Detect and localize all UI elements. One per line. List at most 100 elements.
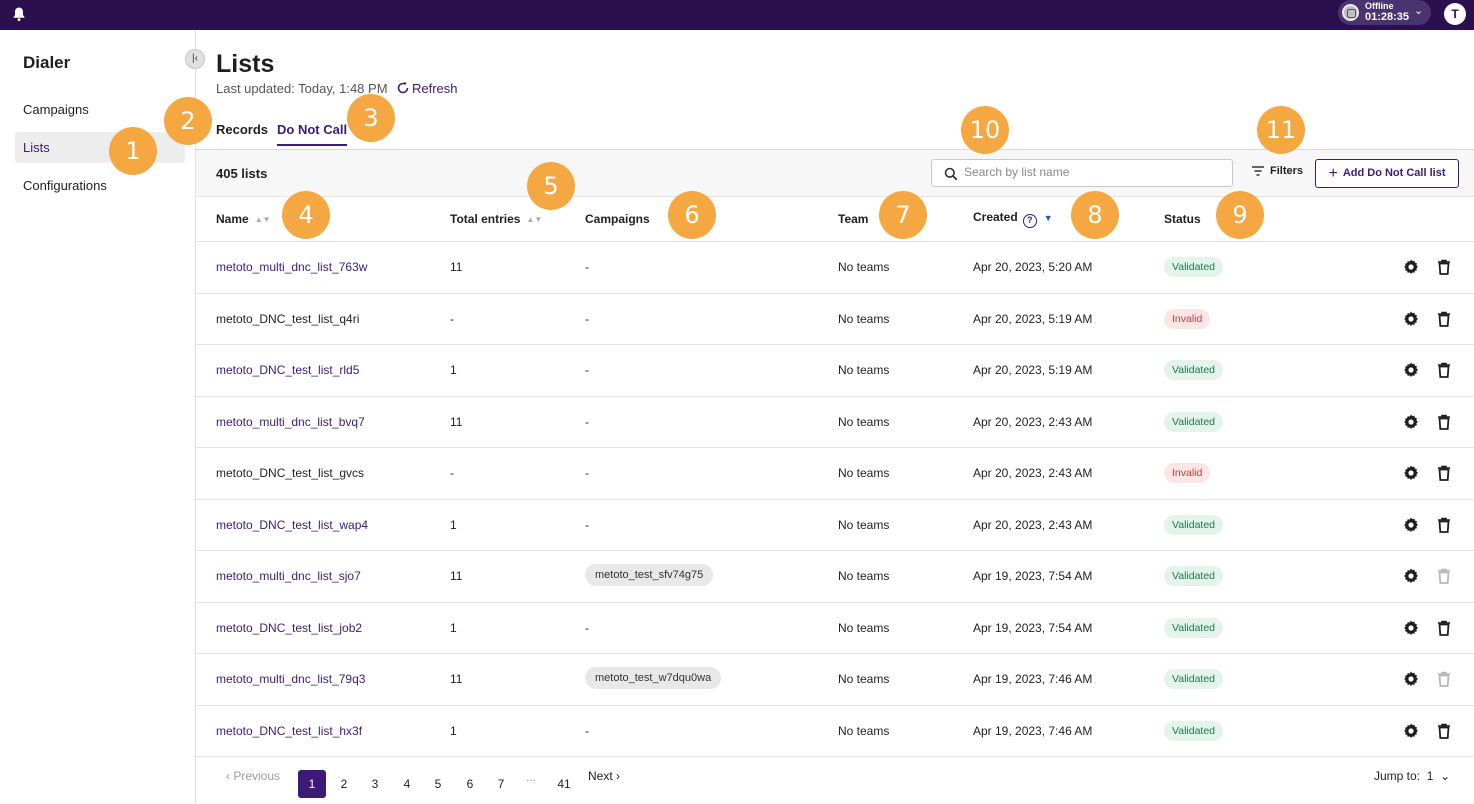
user-avatar[interactable]: T: [1444, 3, 1466, 25]
gear-icon[interactable]: [1402, 567, 1420, 585]
list-name-link[interactable]: metoto_DNC_test_list_rld5: [216, 363, 360, 377]
team-cell: No teams: [838, 569, 890, 583]
column-header-name[interactable]: Name ▲▼: [216, 212, 271, 226]
list-name-link[interactable]: metoto_multi_dnc_list_79q3: [216, 672, 366, 686]
collapse-sidebar-button[interactable]: |‹: [185, 49, 205, 69]
refresh-label: Refresh: [412, 81, 458, 96]
search-input[interactable]: [964, 165, 1224, 179]
table-row[interactable]: metoto_DNC_test_list_rld5 1 - No teams Apr 2…: [196, 345, 1474, 397]
total-entries-cell: 11: [450, 414, 463, 429]
list-name-link[interactable]: metoto_multi_dnc_list_bvq7: [216, 414, 365, 429]
page-button[interactable]: 41: [557, 777, 571, 791]
status-badge: Validated: [1164, 566, 1224, 586]
list-name-link[interactable]: metoto_DNC_test_list_hx3f: [216, 723, 363, 738]
search-icon: [944, 167, 958, 181]
jump-to-page[interactable]: Jump to: 1 ⌄: [1374, 769, 1450, 783]
table-row[interactable]: metoto_multi_dnc_list_sjo7 11 metoto_test_…: [196, 551, 1474, 603]
campaign-cell: -: [585, 466, 589, 480]
campaign-cell: -: [585, 620, 589, 635]
offline-status-icon: [1342, 4, 1359, 21]
trash-icon[interactable]: [1436, 722, 1452, 740]
gear-icon[interactable]: [1402, 310, 1420, 328]
page-button[interactable]: 2: [340, 777, 348, 791]
filters-label: Filters: [1270, 165, 1304, 177]
callout-marker: 9: [1216, 191, 1264, 239]
list-count: 405 lists: [216, 166, 268, 181]
help-icon[interactable]: ?: [1022, 214, 1037, 228]
page-button[interactable]: 4: [403, 777, 411, 791]
table-row[interactable]: metoto_multi_dnc_list_bvq7 11 - No teams Apr…: [196, 397, 1474, 448]
trash-icon: [1436, 670, 1452, 688]
gear-icon[interactable]: [1402, 670, 1420, 688]
refresh-button[interactable]: Refresh: [396, 81, 458, 96]
created-cell: Apr 20, 2023, 5:20 AM: [973, 260, 1093, 274]
agent-status-toggle[interactable]: Offline 01:28:35 ⌄: [1338, 0, 1431, 25]
page-button[interactable]: 6: [466, 777, 474, 791]
total-entries-cell: -: [450, 311, 454, 326]
campaign-cell: -: [585, 723, 589, 738]
list-name-link[interactable]: metoto_multi_dnc_list_763w: [216, 260, 368, 274]
total-entries-cell: 1: [450, 723, 457, 738]
jump-value: 1: [1426, 769, 1434, 783]
gear-icon[interactable]: [1402, 722, 1420, 740]
gear-icon[interactable]: [1402, 516, 1420, 534]
created-cell: Apr 19, 2023, 7:46 AM: [973, 723, 1093, 738]
column-header-created[interactable]: Created? ▼: [973, 210, 1053, 228]
gear-icon[interactable]: [1402, 619, 1420, 637]
sort-icon[interactable]: ▲▼: [254, 215, 271, 224]
add-do-not-call-list-button[interactable]: + Add Do Not Call list: [1315, 159, 1459, 188]
list-name-link[interactable]: metoto_DNC_test_list_job2: [216, 620, 363, 635]
trash-icon[interactable]: [1436, 310, 1452, 328]
table-row[interactable]: metoto_DNC_test_list_q4ri - - No teams Apr 2…: [196, 294, 1474, 345]
column-header-total-entries[interactable]: Total entries ▲▼: [450, 212, 543, 226]
gear-icon[interactable]: [1402, 413, 1420, 431]
sort-descending-icon[interactable]: ▼: [1043, 213, 1053, 223]
page-button[interactable]: 5: [434, 777, 442, 791]
plus-icon: +: [1328, 165, 1338, 182]
trash-icon[interactable]: [1436, 413, 1452, 431]
trash-icon[interactable]: [1436, 464, 1452, 482]
chevron-down-icon: ⌄: [1414, 5, 1424, 17]
table-row[interactable]: metoto_DNC_test_list_hx3f 1 - No teams Apr 1…: [196, 706, 1474, 757]
tab-records[interactable]: Records: [216, 122, 269, 137]
bell-icon[interactable]: [11, 6, 27, 22]
table-row[interactable]: metoto_DNC_test_list_job2 1 - No teams Apr 1…: [196, 603, 1474, 654]
campaign-cell: -: [585, 517, 589, 532]
campaign-chip[interactable]: metoto_test_w7dqu0wa: [585, 667, 722, 689]
pagination: ‹ Previous 1 2 3 4 5 6 7 ... 41 Next › J…: [196, 754, 1474, 804]
table-row[interactable]: metoto_multi_dnc_list_79q3 11 metoto_test_…: [196, 654, 1474, 706]
sidebar-item-campaigns[interactable]: Campaigns: [23, 102, 89, 117]
callout-marker: 3: [347, 94, 395, 142]
trash-icon[interactable]: [1436, 361, 1452, 379]
page-button[interactable]: 7: [497, 777, 505, 791]
team-cell: No teams: [838, 517, 890, 532]
sort-icon[interactable]: ▲▼: [526, 215, 543, 224]
previous-page-button[interactable]: ‹ Previous: [226, 769, 281, 783]
sidebar-item-configurations[interactable]: Configurations: [23, 178, 107, 193]
next-page-button[interactable]: Next ›: [588, 769, 621, 783]
total-entries-cell: 11: [450, 672, 463, 686]
trash-icon[interactable]: [1436, 516, 1452, 534]
list-name-link[interactable]: metoto_DNC_test_list_wap4: [216, 517, 369, 532]
callout-marker: 7: [879, 191, 927, 239]
created-cell: Apr 20, 2023, 2:43 AM: [973, 517, 1093, 532]
status-badge: Validated: [1164, 720, 1224, 741]
page-button[interactable]: 1: [298, 770, 326, 798]
campaign-chip[interactable]: metoto_test_sfv74g75: [585, 564, 714, 586]
page-button[interactable]: 3: [371, 777, 379, 791]
created-cell: Apr 20, 2023, 2:43 AM: [973, 466, 1093, 480]
table-row[interactable]: metoto_DNC_test_list_wap4 1 - No teams Apr 2…: [196, 500, 1474, 551]
list-name-link[interactable]: metoto_multi_dnc_list_sjo7: [216, 569, 361, 583]
gear-icon[interactable]: [1402, 258, 1420, 276]
sidebar-item-lists[interactable]: Lists: [15, 132, 185, 163]
created-cell: Apr 19, 2023, 7:54 AM: [973, 620, 1093, 635]
trash-icon[interactable]: [1436, 258, 1452, 276]
table-row[interactable]: metoto_DNC_test_list_gvcs - - No teams Apr 2…: [196, 448, 1474, 500]
table-row[interactable]: metoto_multi_dnc_list_763w 11 - No teams Apr…: [196, 242, 1474, 294]
status-badge: Validated: [1164, 669, 1224, 689]
gear-icon[interactable]: [1402, 361, 1420, 379]
trash-icon[interactable]: [1436, 619, 1452, 637]
tab-do-not-call[interactable]: Do Not Call: [277, 122, 348, 146]
filters-button[interactable]: Filters: [1251, 165, 1303, 177]
gear-icon[interactable]: [1402, 464, 1420, 482]
